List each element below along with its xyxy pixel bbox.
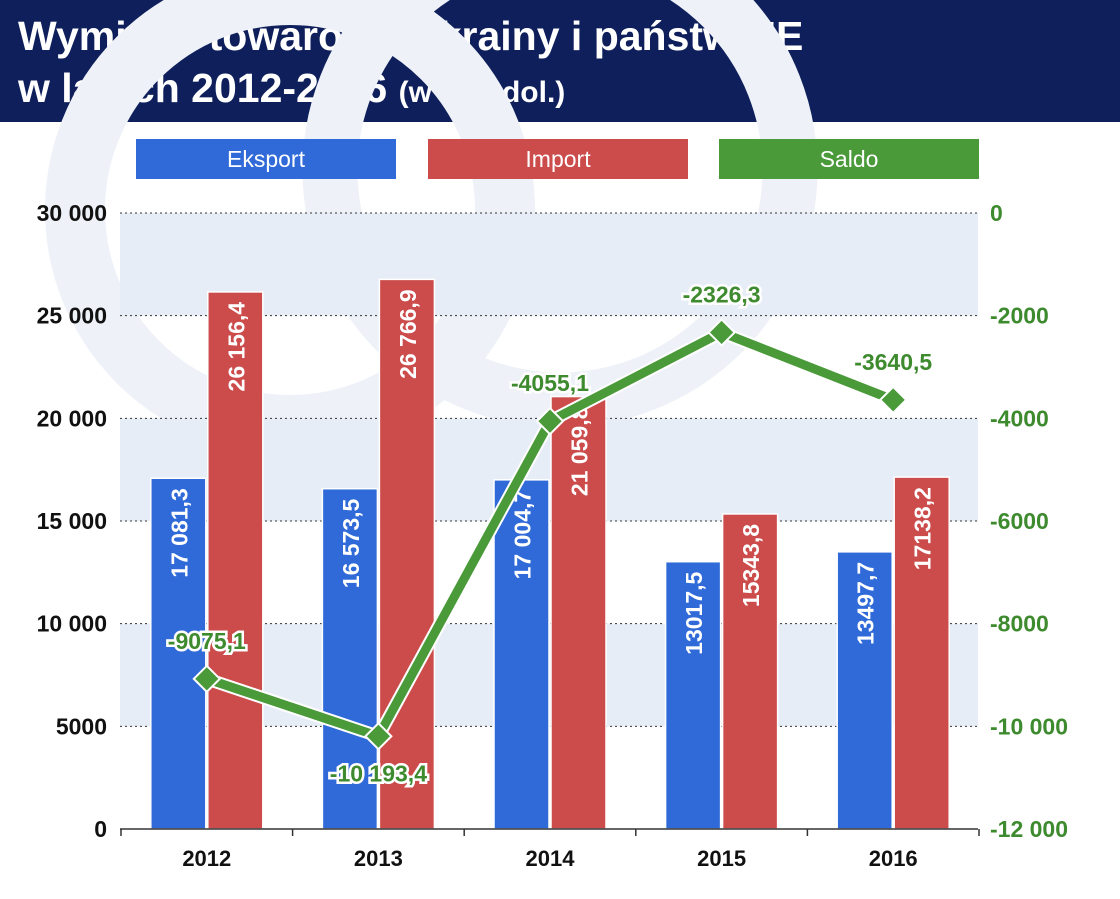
export-value-label: 13497,7 [853, 562, 879, 645]
legend-swatch-saldo [719, 139, 979, 179]
export-bar-2015 [664, 560, 722, 830]
bar-value-labels: 17 081,3 16 573,5 17 004,7 13017,5 13497,7 26… [166, 289, 935, 654]
import-value-label: 26 766,9 [395, 289, 421, 379]
x-tick-label: 2013 [354, 846, 403, 871]
saldo-marker-2013 [363, 721, 393, 751]
import-bar-2015 [721, 513, 779, 830]
saldo-value-label: -9075,1 [168, 628, 246, 654]
saldo-value-label: -4055,1 [511, 370, 589, 396]
bars [150, 278, 950, 830]
export-value-label: 17 004,7 [510, 490, 536, 580]
x-tick-label: 2012 [182, 846, 231, 871]
left-y-tick-label: 25 000 [37, 303, 107, 329]
saldo-marker-2016 [878, 385, 908, 415]
right-y-tick-label: 0 [990, 200, 1003, 226]
saldo-marker-2014 [535, 406, 565, 436]
legend-label-eksport: Eksport [227, 146, 306, 172]
import-value-label: 26 156,4 [223, 302, 249, 392]
export-bar-2012 [150, 477, 207, 830]
import-value-label: 17138,2 [910, 487, 936, 570]
saldo-value-label: -3640,5 [854, 349, 932, 375]
x-tick-label: 2015 [697, 846, 746, 871]
legend-swatch-eksport [136, 139, 396, 179]
right-y-tick-label: -8000 [990, 611, 1049, 637]
grid-lines [120, 212, 978, 727]
right-y-tick-label: -4000 [990, 405, 1049, 431]
left-y-tick-label: 15 000 [37, 508, 107, 534]
saldo-marker-2015 [707, 318, 737, 347]
right-y-tick-label: -2000 [990, 303, 1049, 329]
saldo-value-label: -10 193,4 [330, 760, 427, 786]
left-y-tick-label: 5000 [56, 713, 107, 739]
left-y-tick-label: 10 000 [37, 611, 107, 637]
right-y-tick-label: -12 000 [990, 816, 1068, 842]
saldo-marker-2012 [192, 664, 222, 694]
saldo-line-series: -9075,1 -10 193,4 -4055,1 -2326,3 -3640,5 [165, 279, 935, 789]
import-value-label: 21 059,8 [567, 406, 593, 496]
left-y-tick-label: 20 000 [37, 405, 107, 431]
legend-label-import: Import [525, 146, 591, 172]
export-value-label: 16 573,5 [338, 498, 364, 588]
import-bar-2012 [207, 291, 264, 830]
legend-swatch-import [428, 139, 688, 179]
import-value-label: 15343,8 [738, 524, 764, 607]
export-value-label: 13017,5 [681, 572, 707, 655]
right-y-tick-label: -10 000 [990, 713, 1068, 739]
left-y-tick-label: 30 000 [37, 200, 107, 226]
left-y-tick-label: 0 [94, 816, 107, 842]
export-bar-2016 [836, 551, 893, 830]
right-y-tick-label: -6000 [990, 508, 1049, 534]
saldo-value-label: -2326,3 [683, 281, 761, 307]
x-tick-label: 2014 [526, 846, 576, 871]
legend: Eksport Import Saldo [136, 139, 979, 179]
legend-label-saldo: Saldo [820, 146, 879, 172]
x-tick-label: 2016 [869, 846, 918, 871]
export-value-label: 17 081,3 [166, 488, 192, 578]
import-bar-2014 [550, 395, 607, 830]
axes: 2012 2013 2014 2015 2016 0 5000 10 000 15 000 20 … [37, 200, 1068, 871]
